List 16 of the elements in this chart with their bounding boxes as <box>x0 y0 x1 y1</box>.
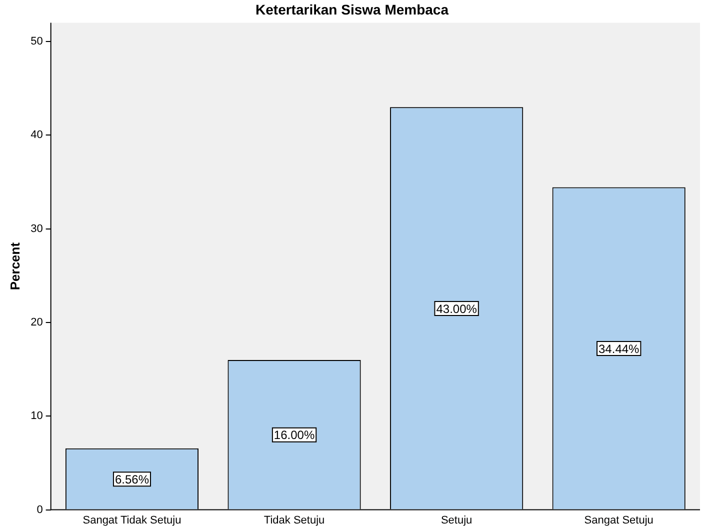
data-label: 43.00% <box>436 302 478 316</box>
x-tick-label: Sangat Setuju <box>584 514 654 526</box>
x-tick-label: Tidak Setuju <box>264 514 325 526</box>
x-tick-label: Sangat Tidak Setuju <box>82 514 182 526</box>
data-label: 16.00% <box>274 428 315 442</box>
y-tick-label: 50 <box>30 36 43 48</box>
chart-title: Ketertarikan Siswa Membaca <box>256 1 449 18</box>
y-axis-title: Percent <box>7 242 22 290</box>
y-tick-label: 20 <box>30 316 43 329</box>
x-tick-label: Setuju <box>440 514 472 526</box>
data-label: 34.44% <box>598 342 640 356</box>
y-tick-label: 10 <box>30 410 43 422</box>
y-tick-label: 0 <box>36 504 43 516</box>
y-tick-label: 40 <box>30 129 43 142</box>
data-label: 6.56% <box>114 472 150 486</box>
y-tick-label: 30 <box>30 222 43 235</box>
